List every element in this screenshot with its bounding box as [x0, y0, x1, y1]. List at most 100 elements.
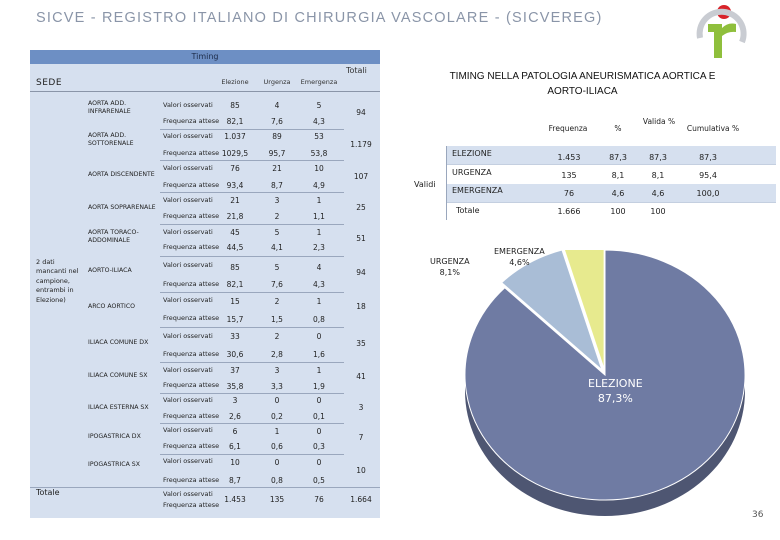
freq-urgenza: 0,8 [271, 476, 283, 485]
row-divider [160, 327, 344, 328]
freq-label: Frequenza attese [163, 442, 220, 450]
freq-urgenza: 7,6 [271, 117, 283, 126]
freq-label: Frequenza attese [163, 149, 220, 157]
freq-urgenza: 95,7 [268, 149, 286, 158]
freq-value: 135 [561, 171, 577, 180]
timing-title: Timing [191, 52, 219, 61]
valid-pct-value: 100 [650, 207, 666, 216]
timing-pie-chart [464, 250, 746, 516]
freq-elezione: 15,7 [226, 315, 244, 324]
obs-emergenza: 1 [316, 228, 322, 237]
obs-label: Valori osservati [163, 164, 213, 172]
obs-label: Valori osservati [163, 228, 213, 236]
freq-elezione: 1029,5 [221, 149, 249, 158]
freq-elezione: 93,4 [226, 181, 244, 190]
obs-elezione: 76 [230, 164, 240, 173]
freq-label: Frequenza attese [163, 117, 220, 125]
row-total: 3 [358, 403, 364, 412]
site-label: IPOGASTRICA SX [88, 461, 140, 468]
freq-elezione: 35,8 [226, 382, 244, 391]
pie-label-elezione-pct: 87,3% [597, 392, 633, 406]
row-divider [160, 292, 344, 293]
timing-table-panel [30, 50, 380, 518]
obs-emergenza: 10 [314, 164, 324, 173]
obs-label: Valori osservati [163, 426, 213, 434]
pie-label-emergenza: EMERGENZA 4,6% [494, 246, 545, 268]
freq-emergenza: 53,8 [310, 149, 328, 158]
freq-urgenza: 0,6 [271, 442, 283, 451]
freq-row-divider [446, 164, 776, 165]
valid-pct-value: 8,1 [651, 171, 665, 180]
freq-row-label: Totale [456, 206, 480, 215]
obs-elezione: 15 [230, 297, 240, 306]
site-label: AORTA ADD. INFRARENALE [88, 100, 131, 116]
row-total: 25 [356, 203, 366, 212]
site-label: ARCO AORTICO [88, 303, 136, 310]
freq-header-valid: Valida % [642, 117, 676, 126]
freq-elezione: 2,6 [229, 412, 241, 421]
freq-emergenza: 0,8 [313, 315, 325, 324]
obs-urgenza: 5 [274, 263, 280, 272]
freq-row-divider [446, 202, 776, 203]
freq-elezione: 30,6 [226, 350, 244, 359]
obs-label: Valori osservati [163, 296, 213, 304]
freq-emergenza: 1,6 [313, 350, 325, 359]
freq-urgenza: 3,3 [271, 382, 283, 391]
page-number: 36 [752, 510, 764, 520]
freq-label: Frequenza attese [163, 381, 220, 389]
pie-label-emergenza-name: EMERGENZA [494, 247, 545, 256]
total-divider [30, 487, 380, 488]
pie-label-elezione-name: ELEZIONE [588, 377, 643, 390]
cum-pct-value: 100,0 [696, 189, 720, 198]
obs-label: Valori osservati [163, 396, 213, 404]
obs-emergenza: 1 [316, 297, 322, 306]
obs-emergenza: 0 [316, 458, 322, 467]
obs-urgenza: 3 [274, 196, 280, 205]
pct-value: 4,6 [611, 189, 625, 198]
pct-value: 8,1 [611, 171, 625, 180]
site-label: AORTA SOPRARENALE [88, 204, 156, 211]
timing-header-bar [30, 50, 380, 64]
grand-total: 1.664 [350, 495, 372, 504]
row-total: 94 [356, 108, 366, 117]
obs-label: Valori osservati [163, 490, 213, 498]
row-divider [160, 362, 344, 363]
freq-emergenza: 1,9 [313, 382, 325, 391]
freq-value: 1.453 [557, 153, 581, 162]
obs-urgenza: 2 [274, 297, 280, 306]
row-divider [160, 423, 344, 424]
site-label: IPOGASTRICA DX [88, 433, 141, 440]
obs-emergenza: 1 [316, 366, 322, 375]
freq-label: Frequenza attese [163, 181, 220, 189]
freq-label: Frequenza attese [163, 476, 220, 484]
row-total: 18 [356, 302, 366, 311]
freq-emergenza: 4,3 [313, 117, 325, 126]
header-title: SICVE - REGISTRO ITALIANO DI CHIRURGIA V… [36, 10, 603, 26]
obs-label: Valori osservati [163, 196, 213, 204]
row-divider [160, 256, 344, 257]
freq-elezione: 44,5 [226, 243, 244, 252]
obs-elezione: 37 [230, 366, 240, 375]
totali-header: Totali [346, 66, 367, 75]
freq-emergenza: 4,9 [313, 181, 325, 190]
pie-label-urgenza-name: URGENZA [430, 257, 470, 266]
pct-value: 100 [610, 207, 626, 216]
freq-label: Frequenza attese [163, 314, 220, 322]
site-label: AORTO-ILIACA [88, 267, 132, 274]
obs-urgenza: 1 [274, 427, 280, 436]
site-label: AORTA ADD. SOTTORENALE [88, 132, 134, 148]
freq-header-cumulative: Cumulativa % [686, 124, 740, 133]
freq-emergenza: 4,3 [313, 280, 325, 289]
row-divider [160, 224, 344, 225]
freq-label: Frequenza attese [163, 412, 220, 420]
total-urgenza: 135 [269, 495, 285, 504]
obs-emergenza: 1 [316, 196, 322, 205]
freq-row-label: EMERGENZA [452, 186, 503, 195]
freq-label: Frequenza attese [163, 212, 220, 220]
obs-emergenza: 0 [316, 396, 322, 405]
freq-header-pct: % [614, 124, 622, 133]
cum-pct-value: 95,4 [699, 171, 717, 180]
freq-emergenza: 0,1 [313, 412, 325, 421]
row-total: 7 [358, 433, 364, 442]
obs-label: Valori osservati [163, 101, 213, 109]
